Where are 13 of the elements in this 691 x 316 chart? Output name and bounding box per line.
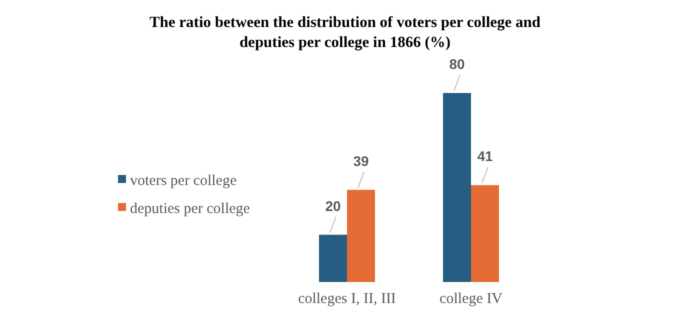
chart-title: The ratio between the distribution of voters per college and deputies per college in 1866 (%) bbox=[149, 14, 541, 51]
bar bbox=[319, 234, 347, 282]
x-tick-label: colleges I, II, III bbox=[298, 291, 396, 307]
data-label: 80 bbox=[449, 56, 465, 72]
bar bbox=[471, 185, 499, 282]
data-label: 41 bbox=[477, 148, 493, 164]
data-label: 20 bbox=[325, 198, 341, 214]
bar bbox=[443, 93, 471, 282]
x-tick-label: college IV bbox=[440, 291, 503, 307]
legend-label: deputies per college bbox=[130, 201, 250, 217]
bar bbox=[347, 190, 375, 282]
data-label: 39 bbox=[353, 152, 369, 169]
legend-label: voters per college bbox=[130, 173, 237, 189]
